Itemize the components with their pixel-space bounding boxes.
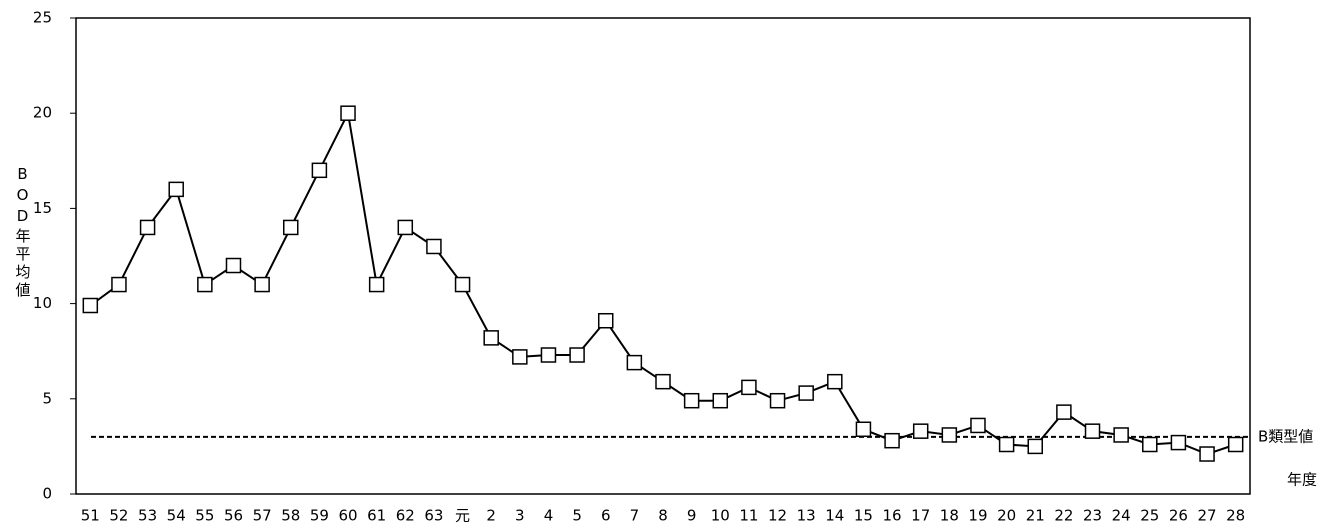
point-marker [1056, 404, 1072, 420]
x-tick-label: 61 [367, 507, 386, 525]
point-marker [597, 312, 614, 329]
x-tick-label: 元 [455, 507, 470, 525]
point-marker [512, 349, 528, 365]
x-tick-label: 28 [1226, 507, 1245, 525]
point-marker [827, 373, 843, 390]
x-tick-label: 58 [281, 507, 300, 525]
point-marker [569, 347, 585, 363]
y-tick-label: 15 [33, 199, 52, 217]
x-tick-label: 55 [195, 507, 214, 525]
point-marker [1113, 427, 1129, 443]
x-tick-label: 18 [940, 507, 959, 525]
point-marker [197, 276, 213, 293]
point-marker [1027, 438, 1043, 455]
x-tick-label: 62 [396, 507, 415, 525]
point-marker [483, 330, 499, 346]
point-marker [626, 354, 643, 371]
point-marker [311, 162, 328, 179]
y-tick-label: 10 [33, 294, 52, 312]
x-tick-label: 4 [544, 507, 554, 525]
x-tick-label: 59 [310, 507, 329, 525]
point-marker [454, 276, 471, 293]
point-marker [912, 423, 929, 439]
x-tick-label: 53 [138, 507, 157, 525]
point-marker [1170, 434, 1187, 451]
x-tick-label: 27 [1198, 507, 1217, 525]
x-tick-label: 26 [1169, 507, 1188, 525]
reference-label: B類型値 [1258, 427, 1313, 445]
point-marker [139, 219, 156, 236]
x-tick-label: 57 [253, 507, 272, 525]
x-tick-label: 24 [1112, 507, 1131, 525]
point-marker [741, 379, 757, 396]
x-tick-label: 60 [338, 507, 357, 525]
x-tick-label: 17 [911, 507, 930, 525]
x-tick-label: 6 [601, 507, 611, 525]
x-tick-label: 10 [711, 507, 730, 525]
x-tick-label: 56 [224, 507, 243, 525]
x-tick-label: 13 [797, 507, 816, 525]
x-tick-label: 11 [739, 507, 758, 525]
point-marker [111, 276, 127, 293]
point-marker [655, 373, 671, 390]
x-tick-label: 22 [1054, 507, 1073, 525]
plot-frame [75, 17, 1251, 495]
x-tick-label: 2 [486, 507, 496, 525]
x-tick-label: 20 [997, 507, 1016, 525]
x-axis-title: 年度 [1287, 471, 1317, 489]
x-tick-label: 21 [1026, 507, 1045, 525]
x-tick-label: 25 [1140, 507, 1159, 525]
y-tick-label: 20 [33, 104, 52, 122]
point-marker [1084, 423, 1101, 439]
x-tick-label: 9 [687, 507, 697, 525]
point-marker [798, 385, 814, 401]
x-tick-label: 8 [658, 507, 668, 525]
x-tick-label: 52 [109, 507, 128, 525]
point-marker [998, 436, 1015, 453]
x-tick-label: 23 [1083, 507, 1102, 525]
y-tick-label: 0 [42, 485, 52, 503]
point-marker [970, 417, 986, 434]
point-marker [397, 219, 414, 236]
x-tick-label: 63 [424, 507, 443, 525]
point-marker [254, 276, 270, 293]
y-tick-label: 25 [33, 9, 52, 27]
point-marker [712, 392, 729, 409]
x-tick-label: 15 [854, 507, 873, 525]
point-marker [340, 105, 356, 121]
point-marker [368, 276, 385, 293]
x-tick-label: 5 [572, 507, 582, 525]
x-tick-label: 14 [825, 507, 844, 525]
x-tick-label: 12 [768, 507, 787, 525]
point-marker [884, 432, 900, 449]
point-marker [1227, 436, 1244, 453]
x-tick-label: 54 [167, 507, 186, 525]
point-marker [683, 392, 700, 409]
point-marker [82, 297, 99, 314]
point-marker [283, 219, 299, 236]
x-tick-label: 7 [630, 507, 640, 525]
point-marker [426, 238, 442, 255]
point-marker [1142, 436, 1158, 453]
y-tick-label: 5 [42, 389, 52, 407]
point-marker [540, 347, 557, 363]
point-marker [168, 181, 184, 198]
x-tick-label: 51 [81, 507, 100, 525]
x-tick-label: 16 [883, 507, 902, 525]
x-tick-label: 19 [968, 507, 987, 525]
point-marker [941, 427, 958, 443]
point-marker [1199, 446, 1215, 462]
point-marker [769, 392, 786, 409]
y-axis-title: BOD年平均値 [14, 165, 32, 300]
point-marker [225, 257, 242, 274]
point-marker [855, 421, 872, 438]
x-tick-label: 3 [515, 507, 525, 525]
